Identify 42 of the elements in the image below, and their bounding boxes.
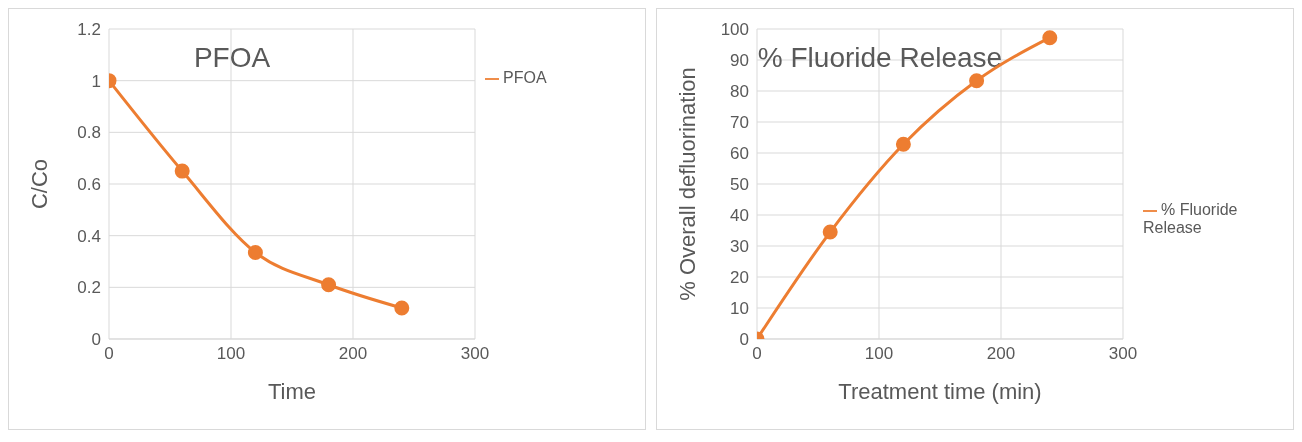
point (895, 136, 911, 152)
y-tick-label: 70 (730, 113, 749, 133)
y-tick-label: 0.4 (77, 226, 101, 246)
point (394, 300, 410, 316)
x-tick-label: 100 (216, 344, 246, 364)
y-tick-label: 0 (739, 330, 749, 350)
point (969, 73, 985, 89)
legend-label: % Fluoride Release (1143, 201, 1238, 236)
y-tick-label: 80 (730, 82, 749, 102)
point (321, 277, 337, 293)
x-axis-title: Time (267, 379, 317, 404)
y-tick-label: 20 (730, 268, 749, 288)
x-tick-label: 200 (338, 344, 368, 364)
text: % Fluoride Release (757, 42, 1003, 73)
y-tick-label: 0 (91, 330, 101, 350)
y-tick-label: 90 (730, 51, 749, 71)
y-tick-label: 0.2 (77, 278, 101, 298)
x-tick-label: 200 (986, 344, 1016, 364)
y-tick-label: 30 (730, 237, 749, 257)
point (247, 244, 263, 260)
x-axis-title: Treatment time (min) (838, 379, 1042, 404)
y-tick-label: 60 (730, 144, 749, 164)
point (1042, 30, 1058, 46)
y-tick-label: 0.8 (77, 123, 101, 143)
x-tick-label: 300 (1108, 344, 1138, 364)
y-tick-label: 0.6 (77, 175, 101, 195)
y-tick-label: 1.2 (77, 20, 101, 40)
x-tick-label: 0 (752, 344, 762, 364)
text: PFOA (193, 42, 271, 73)
x-tick-label: 100 (864, 344, 894, 364)
y-tick-label: 10 (730, 299, 749, 319)
y-axis-title: % Overall defluorination (674, 67, 700, 301)
point (822, 224, 838, 240)
x-tick-label: 300 (460, 344, 490, 364)
legend-label: PFOA (503, 69, 547, 86)
y-axis-title: C/Co (26, 158, 52, 210)
x-tick-label: 0 (104, 344, 114, 364)
y-tick-label: 40 (730, 206, 749, 226)
y-tick-label: 50 (730, 175, 749, 195)
point (174, 163, 190, 179)
y-tick-label: 1 (91, 71, 101, 91)
y-tick-label: 100 (720, 20, 749, 40)
